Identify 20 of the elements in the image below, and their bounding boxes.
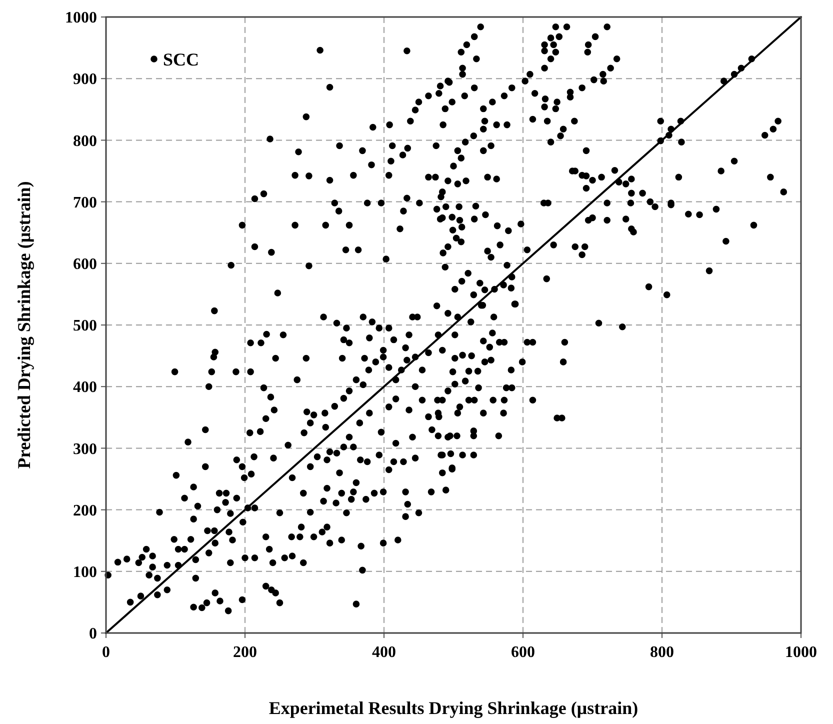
x-tick-label: 800	[650, 644, 674, 661]
y-axis-title: Predicted Drying Shrinkage (µstrain)	[14, 181, 34, 469]
y-tick-label: 500	[73, 318, 97, 335]
y-tick-label: 200	[73, 502, 97, 520]
y-tick-label: 0	[89, 626, 97, 643]
x-tick-label: 1000	[785, 644, 817, 661]
x-tick-label: 200	[233, 644, 257, 661]
x-tick-label: 600	[511, 644, 535, 661]
y-tick-label: 400	[73, 379, 97, 396]
y-tick-label: 800	[73, 132, 97, 150]
y-tick-label: 900	[73, 71, 97, 88]
y-tick-label: 600	[73, 256, 97, 273]
x-axis-title: Experimetal Results Drying Shrinkage (µstrain)	[268, 698, 638, 718]
y-tick-label: 300	[73, 440, 97, 458]
x-tick-label: 400	[372, 644, 396, 661]
y-tick-label: 1000	[65, 10, 97, 27]
y-tick-label: 700	[73, 194, 97, 212]
legend-label: SCC	[163, 49, 200, 70]
x-tick-label: 0	[102, 644, 110, 661]
y-tick-label: 100	[73, 564, 97, 581]
